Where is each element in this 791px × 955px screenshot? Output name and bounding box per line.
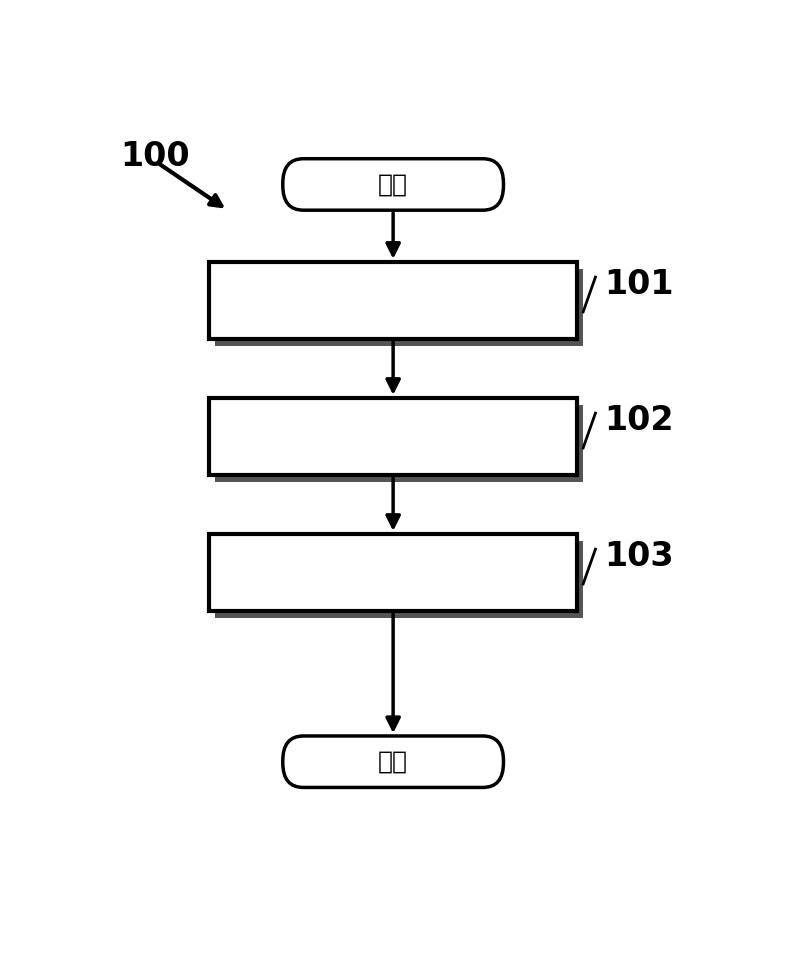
Text: 结束: 结束: [378, 750, 408, 774]
FancyBboxPatch shape: [215, 541, 583, 618]
Text: 开始: 开始: [378, 173, 408, 197]
FancyBboxPatch shape: [209, 262, 577, 339]
FancyBboxPatch shape: [283, 736, 503, 788]
Text: 100: 100: [120, 140, 190, 174]
FancyBboxPatch shape: [209, 534, 577, 611]
Text: 103: 103: [604, 541, 674, 573]
FancyBboxPatch shape: [215, 405, 583, 482]
Text: 102: 102: [604, 404, 674, 437]
Text: 101: 101: [604, 268, 674, 302]
FancyBboxPatch shape: [283, 159, 503, 210]
FancyBboxPatch shape: [215, 269, 583, 347]
FancyBboxPatch shape: [209, 397, 577, 475]
